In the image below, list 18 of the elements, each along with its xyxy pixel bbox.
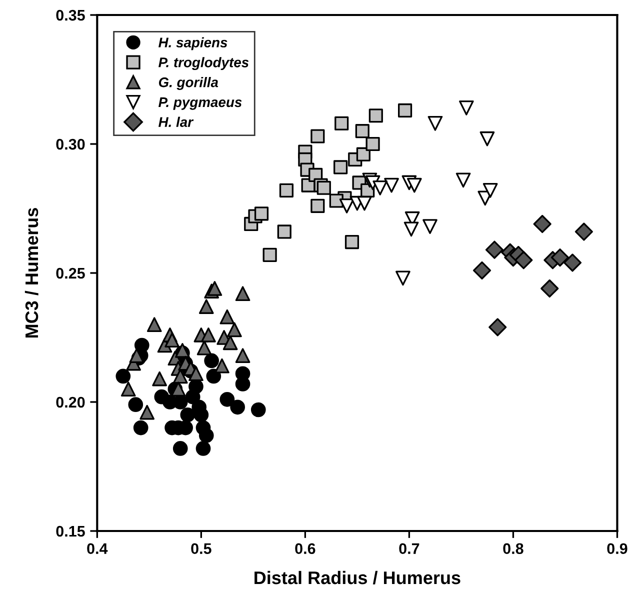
x-tick-label: 0.6	[295, 543, 316, 554]
x-tick-label: 0.9	[607, 543, 628, 554]
x-tick-label: 0.5	[191, 543, 212, 554]
y-tick-label: 0.30	[56, 138, 85, 150]
legend-label: H. sapiens	[158, 37, 228, 50]
x-axis-title: Distal Radius / Humerus	[254, 570, 460, 584]
legend-label: H. lar	[158, 116, 194, 127]
y-tick-label: 0.15	[56, 526, 85, 537]
y-axis-title: MC3 / Humerus	[24, 208, 38, 338]
legend-label: P. pygmaeus	[158, 97, 242, 110]
y-tick-label: 0.25	[56, 268, 85, 279]
x-tick-label: 0.8	[503, 543, 524, 554]
legend-label: P. troglodytes	[158, 57, 249, 70]
x-tick-label: 0.4	[87, 543, 108, 554]
y-tick-label: 0.35	[56, 10, 85, 21]
legend-label: G. gorilla	[158, 77, 218, 90]
x-tick-label: 0.7	[399, 543, 420, 554]
y-tick-label: 0.20	[56, 396, 85, 408]
